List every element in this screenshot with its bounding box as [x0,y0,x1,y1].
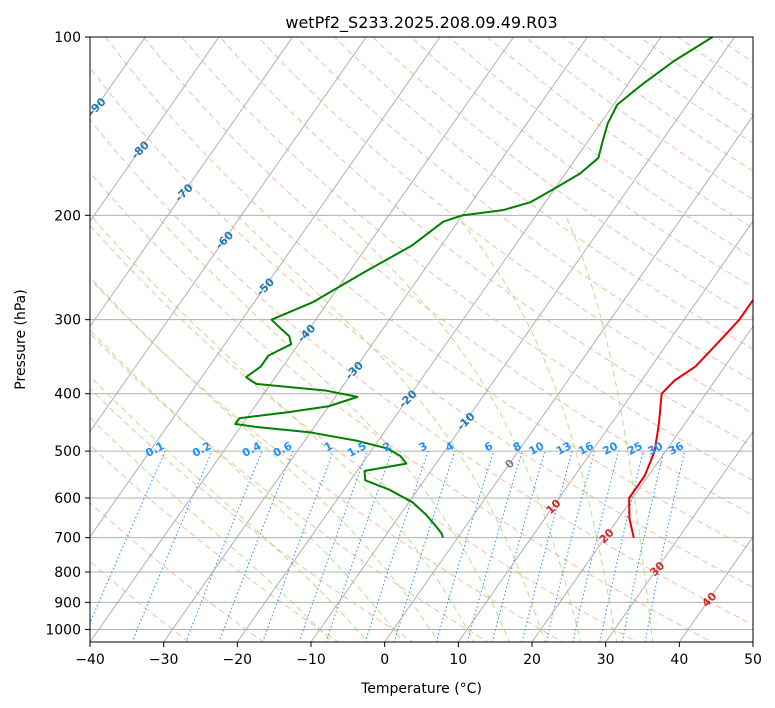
moist-adiabats [90,214,654,642]
x-axis-ticks: −40 −30 −20 −10 0 10 20 30 40 50 [75,642,762,668]
moist-adiabat-line [90,215,475,642]
dry-adiabat-line [90,278,564,642]
x-tick-label: 0 [380,652,389,668]
dry-adiabat-line [90,332,489,642]
moist-adiabat-line [90,329,404,642]
isotherm-line [90,37,515,642]
x-tick-label: −30 [149,652,179,668]
y-tick-label: 700 [54,531,81,547]
moist-adiabat-line [90,375,369,642]
mixing-ratio-line [466,450,523,642]
moist-adiabat-line [338,214,582,642]
x-tick-label: −20 [223,652,253,668]
y-tick-label: 900 [54,595,81,611]
dry-adiabat-line [371,37,753,319]
moist-adiabat-line [155,214,510,642]
isotherm-line [384,115,753,642]
plot-frame [89,36,754,643]
moist-adiabat-line [90,416,333,642]
isotherm-line [90,37,367,433]
mixing-ratio-line [325,450,393,642]
mixing-ratio-label: 13 [554,439,574,458]
isotherm-line [678,536,753,642]
dry-adiabat-line [90,119,753,626]
mixing-ratio-label: 20 [600,439,620,458]
isotherm-line [90,37,441,538]
y-tick-label: 600 [54,491,81,507]
y-tick-label: 800 [54,565,81,581]
mixing-ratio-line [185,450,263,642]
x-tick-label: 10 [449,652,467,668]
moist-adiabat-line [455,215,618,642]
dry-adiabat-line [90,66,753,588]
isotherm-line [605,430,753,642]
y-axis-ticks: 100 200 300 400 500 600 700 800 900 1000 [45,30,90,638]
profiles [234,37,753,538]
isotherm-line [531,325,753,642]
x-tick-label: −10 [296,652,326,668]
x-tick-label: −40 [75,652,105,668]
mixing-ratio-line [435,450,495,642]
mixing-ratio-label: 25 [625,439,645,458]
dry-adiabat-line [333,37,753,350]
plot-area: -100-90-80-70-60-50-40-30-20-10010203040… [90,37,753,642]
mixing-ratio-line [90,450,166,625]
mixing-ratio-label: 16 [576,439,596,458]
mixing-ratio-line [131,450,213,642]
mixing-ratio-line [599,450,644,642]
isotherms [90,37,753,642]
y-tick-label: 1000 [45,622,81,638]
mixing-ratio-line [298,450,368,642]
isotherm-line [163,37,588,642]
x-tick-label: 50 [744,652,762,668]
mixing-ratio-label: 10 [527,439,547,458]
moist-adiabat-line [90,276,440,642]
mixing-ratio-line [621,450,665,642]
x-axis-title: Temperature (°C) [360,681,482,697]
mixing-ratio-lines [90,450,686,642]
chart-title: wetPf2_S233.2025.208.09.49.R03 [285,13,557,33]
isotherm-line [90,37,294,328]
isotherm-line [90,37,220,222]
dry-adiabat-line [90,444,340,642]
y-tick-label: 200 [54,208,81,224]
mixing-ratio-line [491,450,546,642]
dewpoint-profile-line [234,37,714,538]
dry-adiabat-line [90,171,713,642]
y-tick-label: 500 [54,444,81,460]
dry-adiabat-line [257,37,753,414]
mixing-ratio-label: 30 [646,439,666,458]
y-tick-label: 400 [54,387,81,403]
isotherm-line [457,220,753,642]
dry-adiabat-line [90,501,265,642]
y-axis-title: Pressure (hPa) [13,289,29,389]
dry-adiabat-line [90,387,414,642]
y-tick-label: 300 [54,313,81,329]
moist-adiabat-line [236,214,546,642]
mixing-ratio-labels: 0.1 0.2 0.4 0.6 1 1.5 2 3 4 6 8 10 13 16 20 25 30 36 [143,439,686,460]
isotherm-line [310,37,736,642]
mixing-ratio-line [572,450,620,642]
mixing-ratio-line [644,450,686,642]
pressure-gridlines [90,37,753,630]
isotherm-line [236,37,662,642]
mixing-ratio-line [545,450,595,642]
y-tick-label: 100 [54,30,81,46]
temperature-profile-line [628,298,753,538]
x-tick-label: 40 [670,652,688,668]
x-tick-label: 30 [597,652,615,668]
mixing-ratio-label: 36 [666,439,686,458]
dry-adiabat-line [219,37,753,448]
x-tick-label: 20 [523,652,541,668]
